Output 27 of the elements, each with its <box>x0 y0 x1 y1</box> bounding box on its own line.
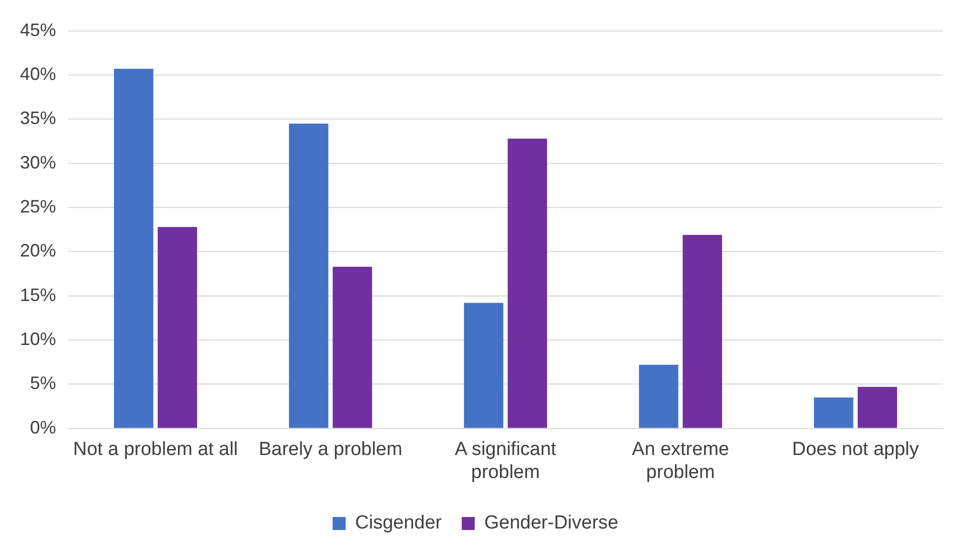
bar <box>158 226 198 428</box>
x-tick-label: Not a problem at all <box>73 439 238 460</box>
y-tick-label: 20% <box>20 240 56 261</box>
bar <box>814 397 854 428</box>
legend-label: Cisgender <box>355 512 442 534</box>
y-tick-label: 0% <box>30 417 56 438</box>
bar <box>682 234 722 428</box>
x-tick-label: A significant problem <box>454 439 557 483</box>
x-tick-label: Barely a problem <box>258 439 402 460</box>
bar <box>464 302 504 428</box>
y-tick-label: 15% <box>20 284 56 305</box>
bar <box>114 68 154 428</box>
y-tick-label: 40% <box>20 64 56 84</box>
bar <box>288 124 328 428</box>
bar <box>332 266 372 428</box>
bar <box>858 386 898 428</box>
y-tick-label: 10% <box>20 329 56 350</box>
y-tick-label: 5% <box>30 373 56 394</box>
y-tick-label: 30% <box>20 152 56 172</box>
bar <box>508 138 548 428</box>
y-tick-label: 25% <box>20 196 56 216</box>
legend-label: Gender-Diverse <box>484 512 618 534</box>
bar <box>638 364 678 428</box>
x-tick-label: Does not apply <box>792 439 920 460</box>
y-tick-label: 35% <box>20 108 56 128</box>
x-tick-label: An extreme problem <box>632 439 730 483</box>
y-tick-label: 45% <box>20 20 56 40</box>
